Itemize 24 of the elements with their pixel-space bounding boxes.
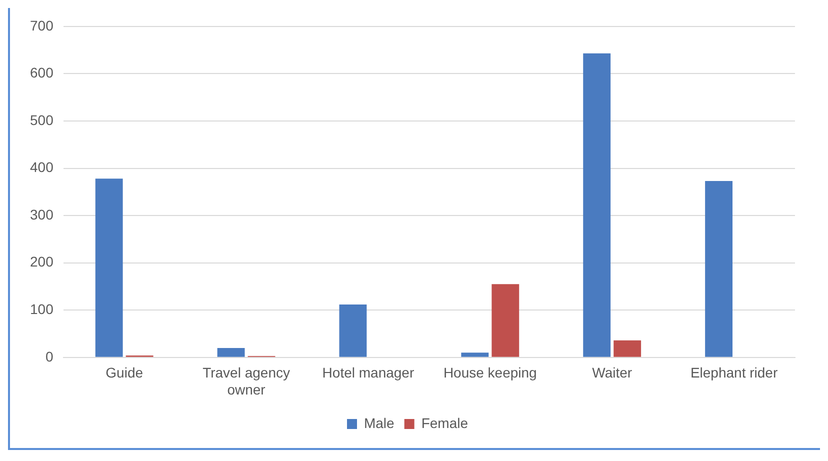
legend-label: Male [364, 414, 395, 431]
bar [583, 53, 611, 357]
legend-label: Female [421, 414, 468, 431]
y-tick-label: 600 [30, 64, 54, 81]
x-tick-label: Elephant rider [690, 364, 778, 381]
bar [339, 304, 367, 357]
bar [95, 178, 123, 357]
bar [614, 340, 642, 357]
x-tick-label: House keeping [443, 364, 537, 381]
y-tick-label: 300 [30, 206, 54, 222]
y-tick-label: 0 [46, 348, 54, 364]
bar [461, 352, 489, 357]
bar [705, 181, 733, 357]
y-tick-label: 400 [30, 159, 54, 176]
y-tick-label: 100 [30, 300, 54, 317]
bar [492, 284, 520, 357]
bar [217, 348, 245, 357]
x-tick-label: Travel agency owner [202, 364, 290, 398]
y-tick-label: 700 [30, 17, 54, 34]
y-tick-label: 500 [30, 112, 54, 128]
x-tick-label: Guide [106, 364, 144, 381]
x-tick-label: Waiter [592, 364, 632, 381]
y-tick-label: 200 [30, 254, 54, 270]
x-tick-label: Hotel manager [322, 364, 414, 381]
